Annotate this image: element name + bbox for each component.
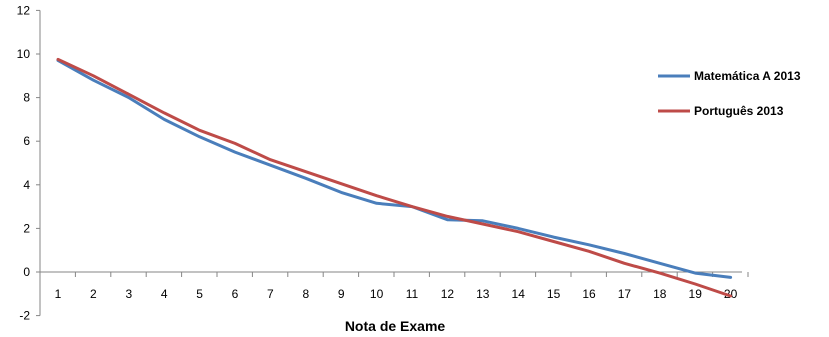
x-tick-label: 4 [161,287,168,301]
y-tick-label: 0 [23,265,30,279]
y-tick-label: 4 [23,178,30,192]
x-tick-label: 14 [512,287,526,301]
y-axis: -2 0 2 4 6 8 10 12 [17,3,41,323]
series-line-1 [56,59,733,279]
x-tick-label: 9 [338,287,345,301]
x-tick-label: 11 [406,287,419,301]
x-tick-label: 1 [55,287,62,301]
x-tick-label: 12 [441,287,455,301]
y-tick-label: 10 [17,47,31,61]
x-tick-label: 7 [267,287,274,301]
x-tick-label: 16 [582,287,596,301]
x-tick-label: 20 [724,287,738,301]
x-tick-label: 3 [125,287,132,301]
y-tick-label: -2 [19,309,30,323]
series-lines [56,57,733,298]
x-axis-label: Nota de Exame [345,318,446,334]
x-tick-label: 13 [476,287,490,301]
x-axis: 1 2 3 4 5 6 7 8 9 10 11 12 13 14 15 16 17 18 19 20 [39,271,749,301]
x-tick-label: 5 [196,287,203,301]
x-tick-label: 18 [653,287,667,301]
x-tick-label: 6 [232,287,239,301]
x-tick-label: 17 [618,287,632,301]
legend: Matemática A 2013 Português 2013 [658,69,801,118]
y-tick-label: 8 [23,91,30,105]
x-tick-label: 19 [689,287,703,301]
x-tick-label: 15 [547,287,561,301]
x-tick-label: 10 [370,287,384,301]
series-line-2 [56,57,733,298]
legend-label: Português 2013 [694,104,784,118]
y-tick-label: 6 [23,134,30,148]
x-tick-label: 8 [302,287,309,301]
y-tick-label: 12 [17,3,31,17]
legend-label: Matemática A 2013 [694,69,801,83]
x-tick-label: 2 [90,287,97,301]
y-tick-label: 2 [23,221,30,235]
